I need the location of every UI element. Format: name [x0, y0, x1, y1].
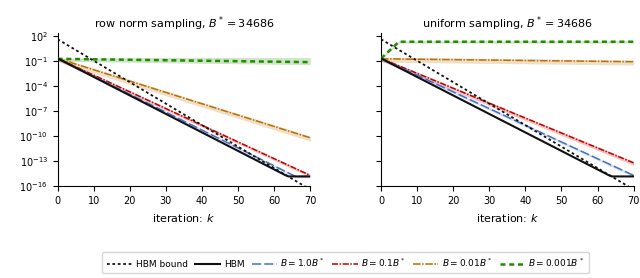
- Legend: HBM bound, HBM, $B = 1.0B^*$, $B = 0.1B^*$, $B = 0.01B^*$, $B = 0.001B^*$: HBM bound, HBM, $B = 1.0B^*$, $B = 0.1B^…: [102, 252, 589, 274]
- X-axis label: iteration: $k$: iteration: $k$: [476, 212, 539, 224]
- X-axis label: iteration: $k$: iteration: $k$: [152, 212, 216, 224]
- Title: uniform sampling, $B^* = 34686$: uniform sampling, $B^* = 34686$: [422, 15, 593, 33]
- Title: row norm sampling, $B^* = 34686$: row norm sampling, $B^* = 34686$: [93, 15, 274, 33]
